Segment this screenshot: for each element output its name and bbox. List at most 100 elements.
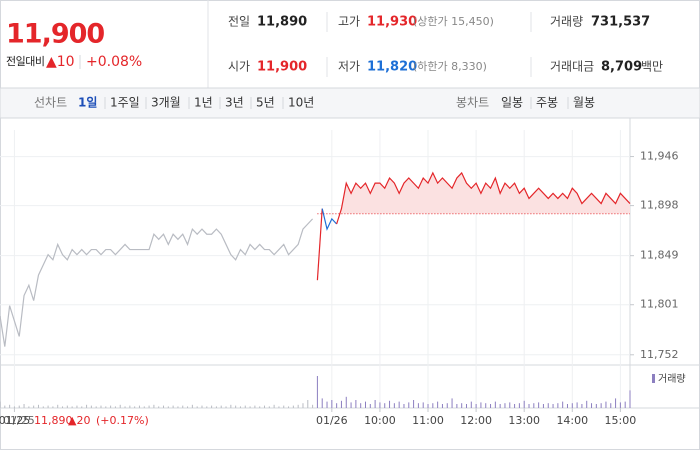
volume-bar bbox=[379, 402, 381, 408]
volume-bar bbox=[514, 404, 516, 408]
volume-bar bbox=[610, 403, 612, 408]
volume-bar bbox=[355, 400, 357, 408]
volume-bar bbox=[47, 405, 49, 408]
volume-bar bbox=[369, 404, 371, 408]
volume-bar bbox=[475, 404, 477, 408]
volume-bar bbox=[547, 403, 549, 408]
stat-label: 거래대금 bbox=[550, 60, 594, 74]
volume-bar bbox=[163, 405, 165, 408]
volume-bar bbox=[158, 406, 160, 408]
volume-bar bbox=[196, 406, 198, 408]
legend-swatch bbox=[652, 374, 655, 383]
stat-label: 시가 bbox=[228, 60, 250, 74]
volume-bar bbox=[398, 401, 400, 408]
volume-bar bbox=[350, 402, 352, 408]
volume-bar bbox=[340, 400, 342, 408]
tab[interactable]: 월봉 bbox=[573, 96, 595, 110]
x-tick-label: 13:00 bbox=[508, 414, 540, 427]
volume-bar bbox=[389, 400, 391, 408]
price: 11,900 bbox=[6, 19, 104, 50]
volume-bar bbox=[153, 404, 155, 408]
volume-bar bbox=[533, 403, 535, 408]
tab[interactable]: 3년 bbox=[225, 96, 244, 110]
volume-bar bbox=[201, 405, 203, 408]
volume-bar bbox=[239, 406, 241, 408]
footer-price: 11,890 bbox=[34, 414, 73, 427]
volume-bar bbox=[268, 406, 270, 408]
stat-value: 11,900 bbox=[257, 60, 307, 75]
tab[interactable]: 5년 bbox=[256, 96, 275, 110]
volume-bar bbox=[571, 403, 573, 408]
tab[interactable]: 3개월 bbox=[151, 96, 181, 110]
volume-bar bbox=[264, 405, 266, 408]
volume-bar bbox=[408, 402, 410, 408]
tab[interactable]: 1년 bbox=[194, 96, 213, 110]
volume-bar bbox=[259, 406, 261, 408]
stat-label: 거래량 bbox=[550, 15, 583, 29]
volume-bar bbox=[465, 404, 467, 408]
stat-label: 고가 bbox=[338, 15, 360, 29]
stat-note: (하한가 8,330) bbox=[413, 59, 487, 73]
volume-bar bbox=[576, 402, 578, 408]
tab[interactable]: 주봉 bbox=[536, 96, 558, 110]
price-line bbox=[321, 208, 338, 231]
volume-bar bbox=[461, 403, 463, 408]
y-tick-label: 11,801 bbox=[640, 298, 679, 311]
tab[interactable]: 1주일 bbox=[110, 96, 140, 110]
volume-bar bbox=[211, 405, 213, 408]
volume-bar bbox=[480, 402, 482, 408]
volume-bar bbox=[581, 404, 583, 408]
volume-bar bbox=[206, 406, 208, 408]
tab-label: 선차트 bbox=[34, 96, 67, 110]
volume-bar bbox=[90, 405, 92, 408]
volume-bar bbox=[417, 403, 419, 408]
volume-bar bbox=[105, 406, 107, 408]
volume-bar bbox=[57, 404, 59, 408]
change-label: 전일대비 bbox=[6, 54, 44, 68]
volume-bar bbox=[81, 406, 83, 408]
y-tick-label: 11,849 bbox=[640, 249, 679, 262]
volume-bar bbox=[591, 403, 593, 408]
tab[interactable]: 1일 bbox=[78, 96, 97, 110]
volume-bar bbox=[470, 401, 472, 408]
volume-bar bbox=[485, 403, 487, 408]
x-tick-label: 12:00 bbox=[460, 414, 492, 427]
volume-bar bbox=[95, 406, 97, 408]
volume-bar bbox=[302, 403, 304, 408]
volume-bar bbox=[360, 403, 362, 408]
volume-bar bbox=[316, 376, 318, 408]
volume-bar bbox=[37, 404, 39, 408]
price-line bbox=[336, 171, 631, 225]
volume-bar bbox=[278, 406, 280, 408]
volume-bar bbox=[456, 404, 458, 408]
volume-bar bbox=[110, 405, 112, 408]
volume-bar bbox=[538, 402, 540, 408]
volume-bar bbox=[148, 405, 150, 408]
volume-bar bbox=[629, 390, 631, 408]
volume-bar bbox=[288, 406, 290, 408]
volume-bar bbox=[100, 405, 102, 408]
footer-change-pct: (+0.17%) bbox=[96, 414, 149, 427]
volume-bar bbox=[528, 404, 530, 408]
stat-label: 전일 bbox=[228, 15, 250, 29]
volume-bar bbox=[76, 405, 78, 408]
volume-bar bbox=[225, 406, 227, 408]
volume-bar bbox=[523, 400, 525, 408]
volume-bar bbox=[71, 406, 73, 408]
volume-bar bbox=[9, 404, 11, 408]
volume-bar bbox=[62, 406, 64, 408]
volume-bar bbox=[134, 406, 136, 408]
volume-bar bbox=[566, 404, 568, 408]
price-line bbox=[316, 208, 323, 281]
legend-label: 거래량 bbox=[658, 373, 686, 385]
volume-bar bbox=[499, 404, 501, 408]
volume-bar bbox=[562, 401, 564, 408]
tab[interactable]: 10년 bbox=[288, 96, 314, 110]
volume-bar bbox=[66, 405, 68, 408]
volume-bar bbox=[230, 404, 232, 408]
price-line bbox=[0, 218, 314, 347]
tab[interactable]: 일봉 bbox=[501, 96, 523, 110]
footer-date: 01/25 bbox=[3, 414, 35, 427]
volume-bar bbox=[615, 398, 617, 408]
area bbox=[321, 172, 630, 214]
